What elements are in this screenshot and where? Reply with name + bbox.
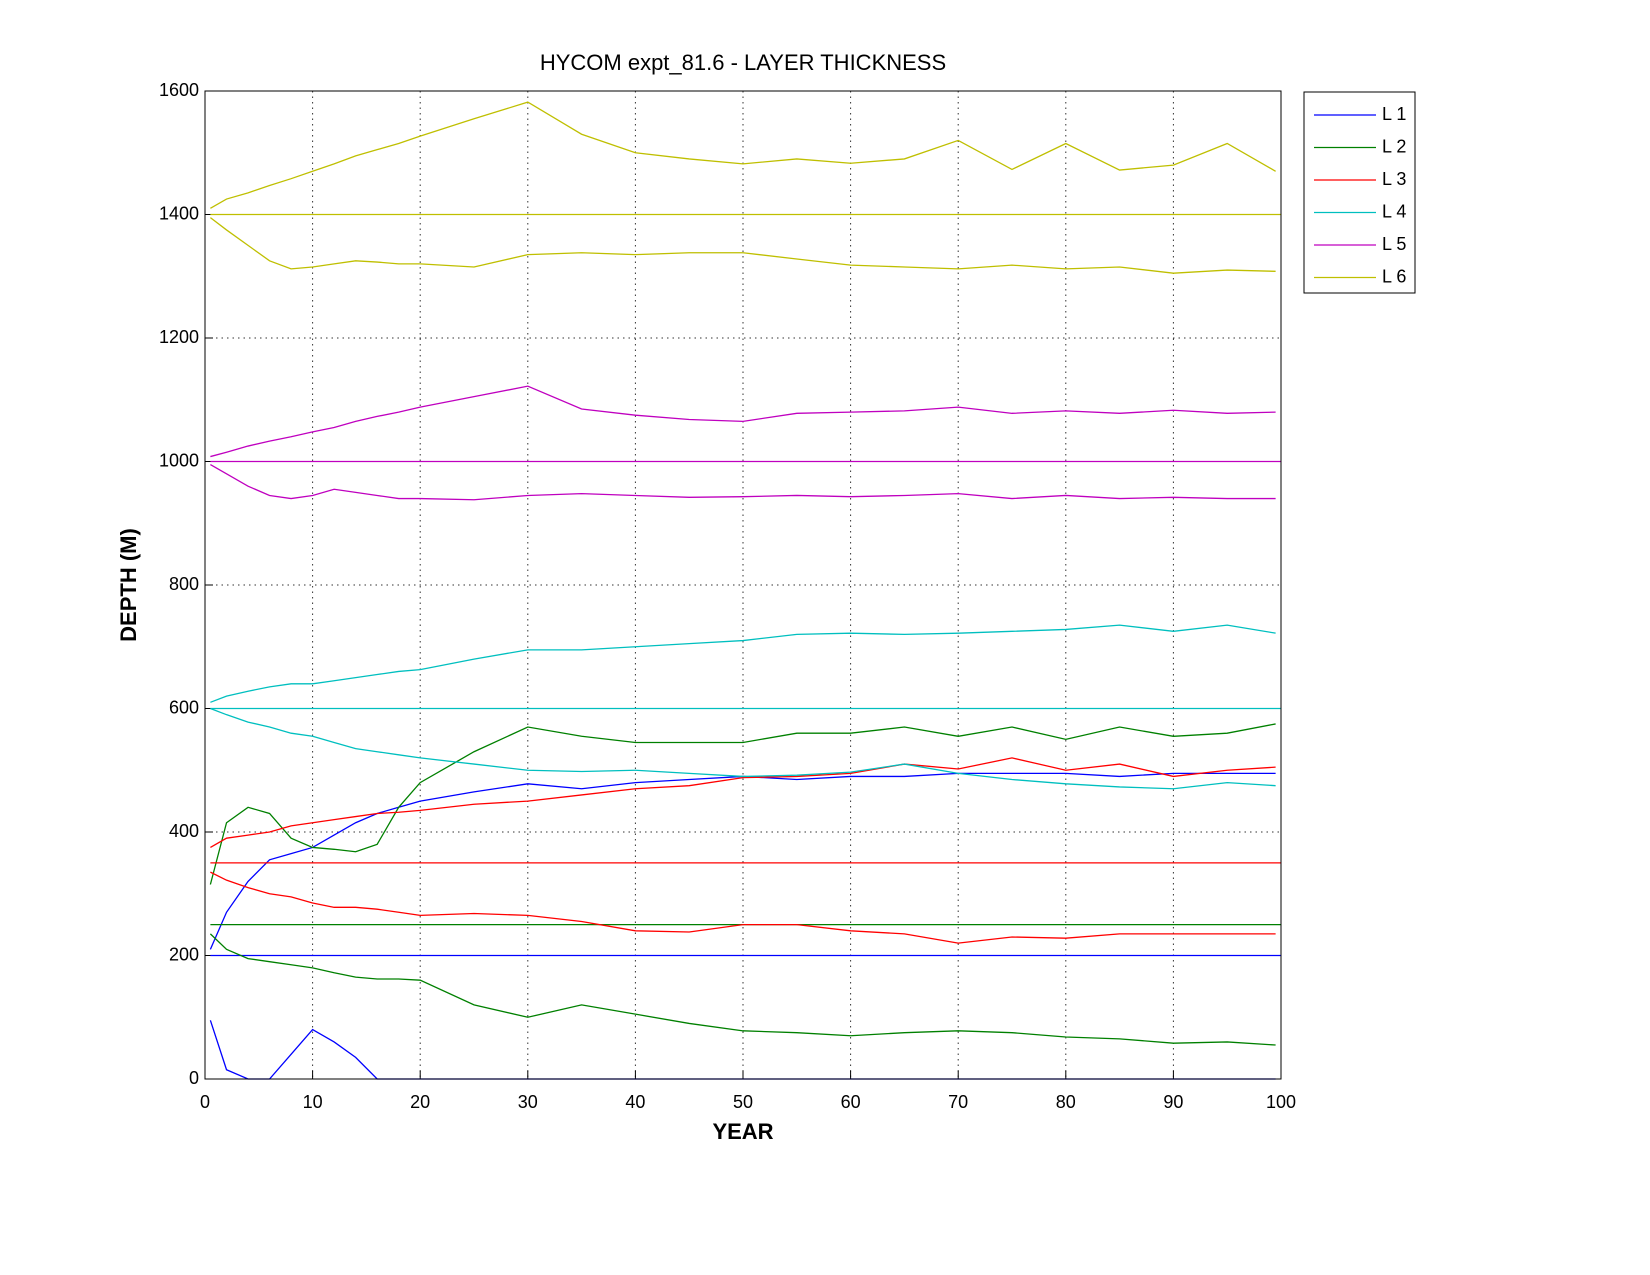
line-lower	[210, 871, 1276, 944]
y-tick-label: 0	[189, 1068, 199, 1088]
x-tick-label: 60	[841, 1092, 861, 1112]
legend-label: L 1	[1382, 104, 1406, 124]
line-lower	[210, 707, 1276, 790]
y-tick-label: 1600	[159, 80, 199, 100]
line-upper	[210, 385, 1276, 458]
line-upper	[210, 101, 1276, 209]
y-tick-label: 800	[169, 574, 199, 594]
plot-frame	[204, 90, 1282, 1080]
x-tick-label: 50	[733, 1092, 753, 1112]
y-tick-label: 1400	[159, 203, 199, 223]
line-upper	[209, 772, 1276, 950]
legend-label: L 3	[1382, 169, 1406, 189]
legend-label: L 2	[1382, 136, 1406, 156]
y-tick-label: 1000	[159, 450, 199, 470]
x-tick-label: 10	[303, 1092, 323, 1112]
x-tick-label: 20	[410, 1092, 430, 1112]
y-tick-label: 1200	[159, 327, 199, 347]
line-lower	[209, 217, 1276, 274]
legend-label: L 4	[1382, 201, 1406, 221]
x-tick-label: 90	[1163, 1092, 1183, 1112]
x-axis-label: YEAR	[712, 1119, 773, 1144]
x-tick-label: 80	[1056, 1092, 1076, 1112]
line-upper	[210, 624, 1276, 703]
line-lower	[209, 933, 1276, 1046]
chart-title: HYCOM expt_81.6 - LAYER THICKNESS	[540, 50, 946, 75]
line-upper	[210, 757, 1276, 849]
x-tick-label: 100	[1266, 1092, 1296, 1112]
line-lower	[210, 464, 1276, 501]
line-upper	[209, 723, 1276, 885]
x-tick-label: 30	[518, 1092, 538, 1112]
y-tick-label: 600	[169, 697, 199, 717]
y-axis-label: DEPTH (M)	[116, 528, 141, 642]
y-tick-label: 200	[169, 944, 199, 964]
legend-label: L 5	[1382, 234, 1406, 254]
y-tick-label: 400	[169, 821, 199, 841]
legend-label: L 6	[1382, 266, 1406, 286]
legend-box	[1303, 91, 1416, 294]
x-tick-label: 40	[625, 1092, 645, 1112]
x-tick-label: 0	[200, 1092, 210, 1112]
x-tick-label: 70	[948, 1092, 968, 1112]
